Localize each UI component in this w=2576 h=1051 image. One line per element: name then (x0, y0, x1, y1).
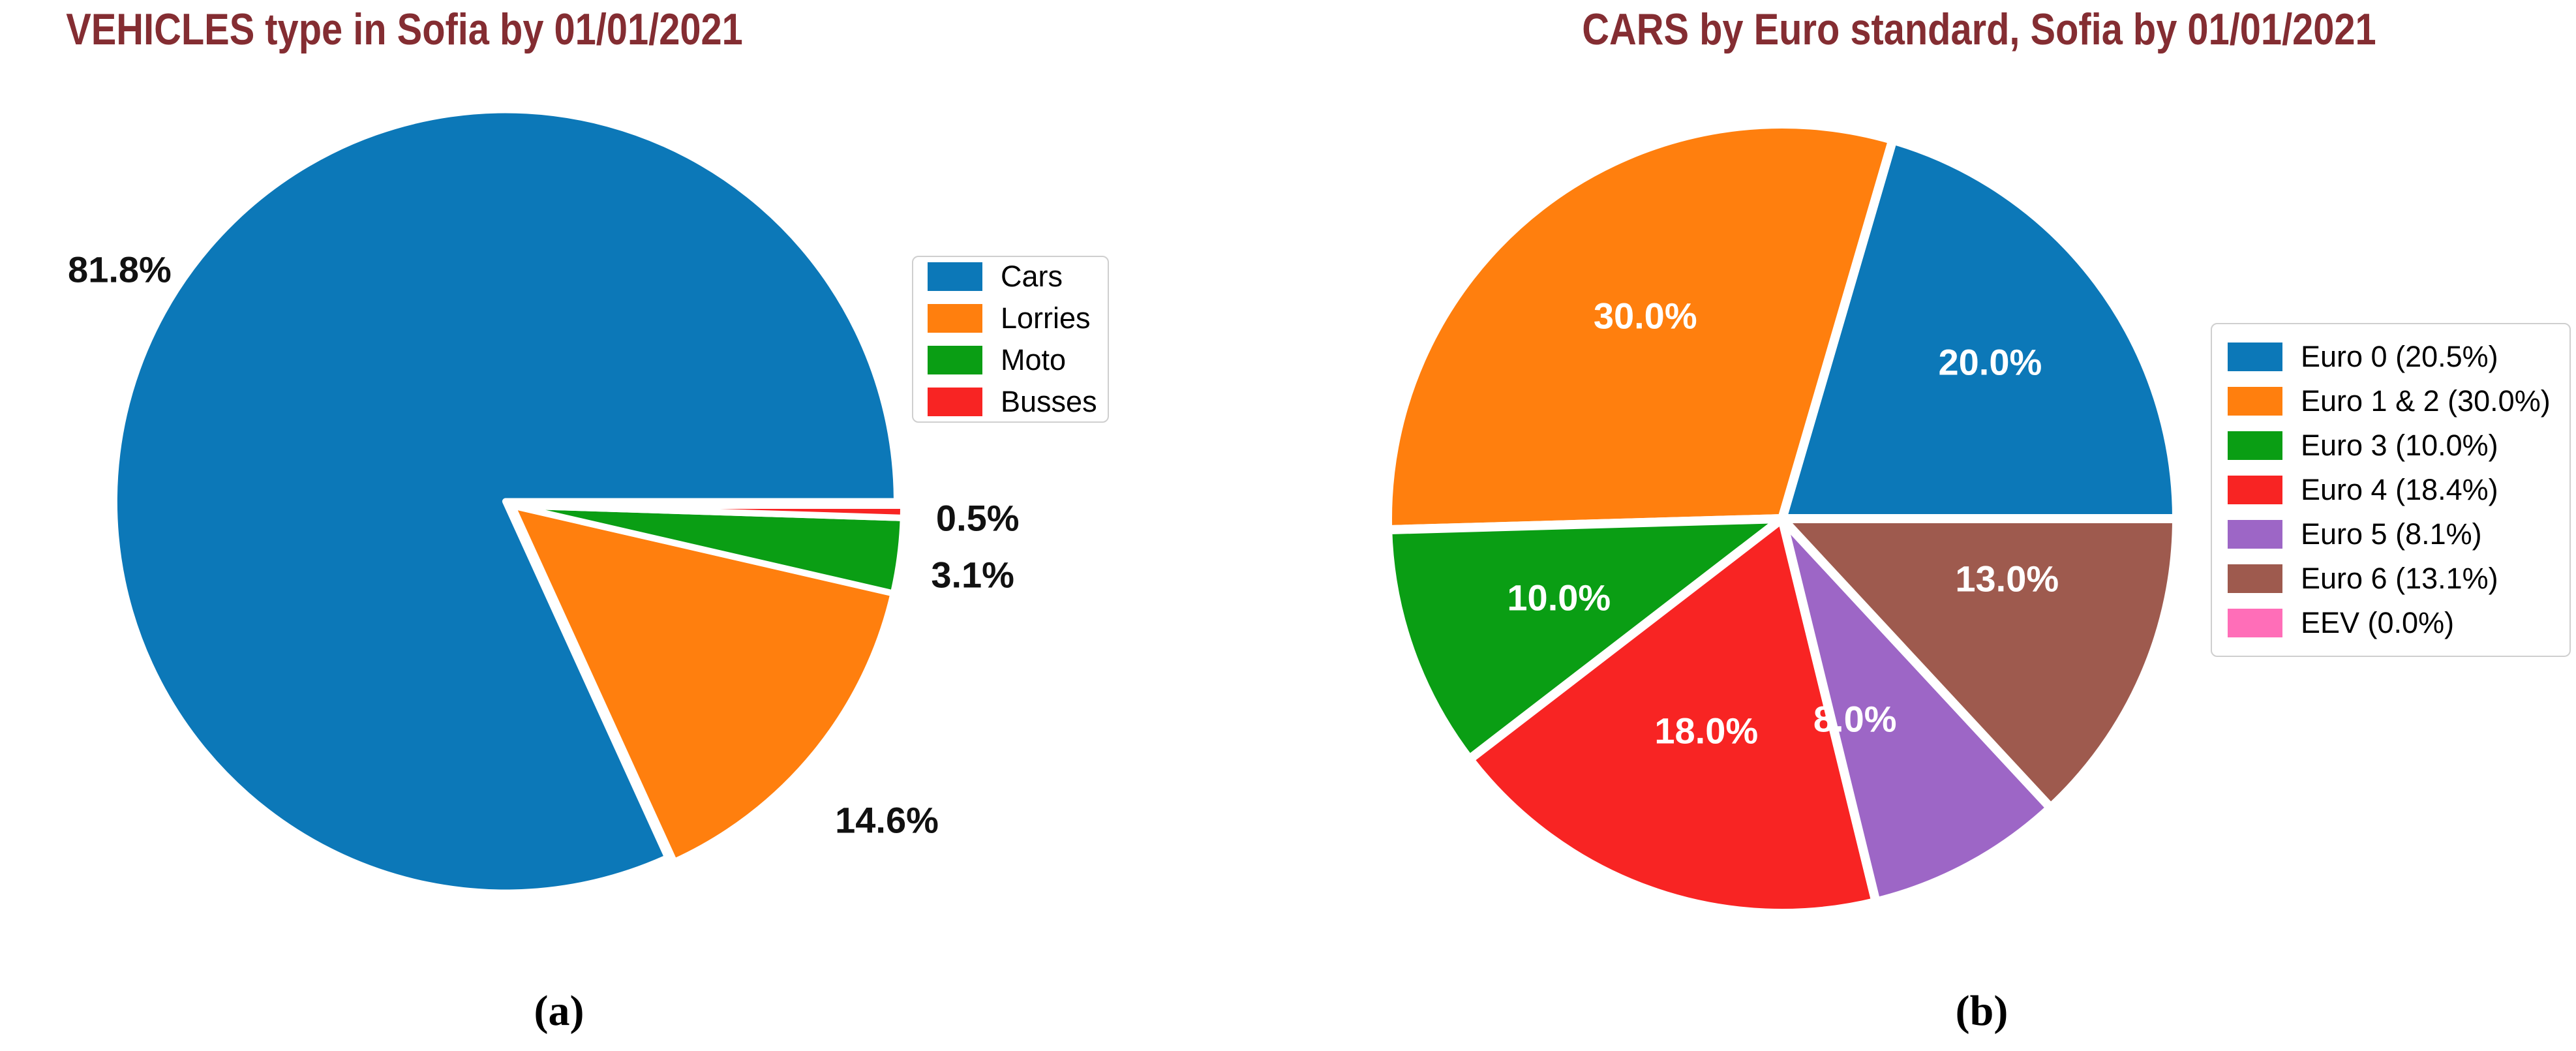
pie-slice-busses (509, 502, 907, 521)
pie-percentage-label-euro-4: 18.0% (1654, 710, 1759, 752)
legend-color-swatch (2228, 387, 2282, 416)
legend-color-swatch (928, 304, 982, 333)
pie-percentage-label-busses: 0.5% (935, 497, 1020, 539)
chart-b-title: CARS by Euro standard, Sofia by 01/01/20… (1582, 5, 2376, 54)
legend-label: EEV (0.0%) (2301, 606, 2455, 639)
caption-a: (a) (534, 987, 584, 1035)
pie-slice-cars (110, 106, 900, 896)
pie-percentage-label-euro-5: 8.0% (1813, 698, 1897, 740)
legend-label: Euro 6 (13.1%) (2301, 562, 2498, 595)
legend-item-busses: Busses (928, 385, 1097, 419)
pie-slice-moto (509, 502, 907, 597)
legend-item-cars: Cars (928, 260, 1093, 294)
pie-percentage-label-euro-1-2: 30.0% (1593, 295, 1697, 337)
legend-label: Euro 3 (10.0%) (2301, 429, 2498, 462)
legend-color-swatch (2228, 564, 2282, 593)
pie-slice-euro-6 (1778, 514, 2181, 813)
legend-label: Euro 4 (18.4%) (2301, 473, 2498, 506)
legend-color-swatch (928, 262, 982, 291)
pie-percentage-label-lorries: 14.6% (835, 799, 939, 841)
legend-item-euro-3-10-0-: Euro 3 (10.0%) (2228, 429, 2554, 463)
legend-label: Euro 5 (8.1%) (2301, 517, 2482, 551)
euro-standard-legend-box: Euro 0 (20.5%) Euro 1 & 2 (30.0%) Euro 3 (… (2211, 323, 2571, 657)
pie-percentage-label-euro-6: 13.0% (1955, 558, 2059, 600)
pie-percentage-label-euro-0: 20.0% (1938, 341, 2042, 383)
pie-slice-euro-3 (1383, 514, 1787, 764)
vehicles-legend-box: Cars Lorries Moto Busses (912, 256, 1109, 423)
legend-label: Moto (1001, 343, 1067, 376)
legend-label: Euro 0 (20.5%) (2301, 340, 2498, 373)
pie-slice-euro-1-2 (1383, 119, 1898, 535)
legend-item-euro-4-18-4-: Euro 4 (18.4%) (2228, 473, 2554, 507)
legend-item-lorries: Lorries (928, 301, 1093, 335)
legend-color-swatch (928, 388, 982, 416)
caption-b: (b) (1955, 987, 2008, 1035)
legend-item-eev-0-0-: EEV (0.0%) (2228, 606, 2554, 640)
legend-color-swatch (2228, 343, 2282, 371)
pie-percentage-label-cars: 81.8% (68, 249, 172, 290)
legend-color-swatch (928, 346, 982, 374)
chart-a-title: VEHICLES type in Sofia by 01/01/2021 (66, 5, 743, 54)
legend-item-euro-1-2-30-0-: Euro 1 & 2 (30.0%) (2228, 384, 2554, 418)
legend-color-swatch (2228, 476, 2282, 504)
legend-color-swatch (2228, 520, 2282, 549)
pie-percentage-label-moto: 3.1% (931, 554, 1014, 596)
pie-slice-lorries (509, 502, 897, 866)
pie-slice-euro-5 (1778, 514, 2055, 907)
pie-slice-euro-0 (1778, 135, 2181, 523)
legend-label: Euro 1 & 2 (30.0%) (2301, 384, 2551, 418)
pie-percentage-label-euro-3: 10.0% (1507, 577, 1611, 618)
legend-label: Cars (1001, 260, 1063, 293)
legend-item-euro-0-20-5-: Euro 0 (20.5%) (2228, 340, 2554, 374)
legend-item-euro-6-13-1-: Euro 6 (13.1%) (2228, 562, 2554, 596)
legend-color-swatch (2228, 431, 2282, 460)
pie-slice-euro-4 (1464, 514, 1881, 918)
legend-label: Busses (1001, 385, 1097, 418)
legend-item-moto: Moto (928, 343, 1093, 377)
legend-item-euro-5-8-1-: Euro 5 (8.1%) (2228, 517, 2554, 551)
legend-label: Lorries (1001, 301, 1091, 335)
legend-color-swatch (2228, 609, 2282, 637)
